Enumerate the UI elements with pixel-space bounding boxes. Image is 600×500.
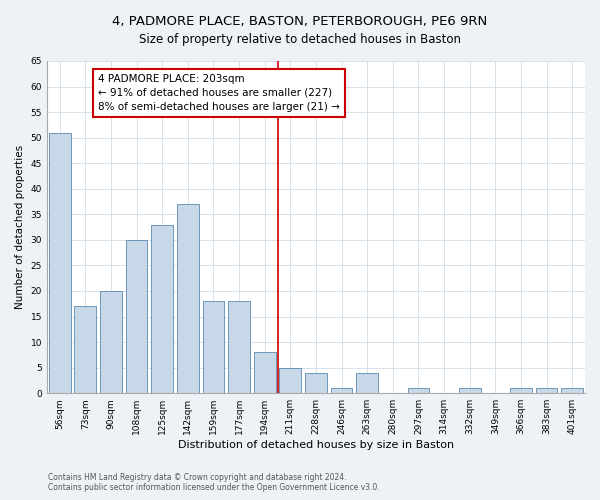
Bar	[151, 224, 173, 393]
Bar	[459, 388, 481, 393]
Bar	[126, 240, 148, 393]
Bar	[254, 352, 275, 393]
Bar	[74, 306, 96, 393]
Bar	[49, 132, 71, 393]
Bar	[356, 373, 378, 393]
Bar	[177, 204, 199, 393]
Bar	[203, 301, 224, 393]
Text: Contains HM Land Registry data © Crown copyright and database right 2024.
Contai: Contains HM Land Registry data © Crown c…	[48, 473, 380, 492]
Text: 4 PADMORE PLACE: 203sqm
← 91% of detached houses are smaller (227)
8% of semi-de: 4 PADMORE PLACE: 203sqm ← 91% of detache…	[98, 74, 340, 112]
Bar	[510, 388, 532, 393]
Bar	[536, 388, 557, 393]
Bar	[561, 388, 583, 393]
Bar	[407, 388, 430, 393]
Y-axis label: Number of detached properties: Number of detached properties	[15, 145, 25, 309]
Text: 4, PADMORE PLACE, BASTON, PETERBOROUGH, PE6 9RN: 4, PADMORE PLACE, BASTON, PETERBOROUGH, …	[112, 15, 488, 28]
Bar	[100, 291, 122, 393]
Bar	[331, 388, 352, 393]
Text: Size of property relative to detached houses in Baston: Size of property relative to detached ho…	[139, 32, 461, 46]
Bar	[280, 368, 301, 393]
X-axis label: Distribution of detached houses by size in Baston: Distribution of detached houses by size …	[178, 440, 454, 450]
Bar	[228, 301, 250, 393]
Bar	[305, 373, 327, 393]
